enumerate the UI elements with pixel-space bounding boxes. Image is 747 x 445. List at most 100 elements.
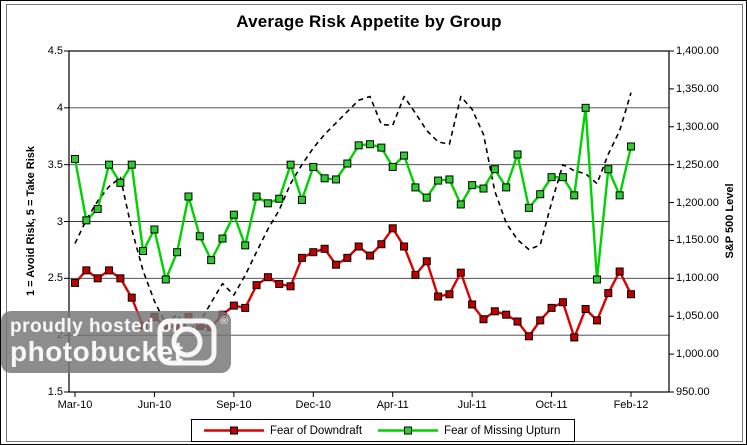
data-point-marker (320, 174, 329, 183)
right-axis-tick-label: 1,350.00 (676, 82, 719, 95)
data-point-marker (297, 253, 306, 262)
data-point-marker (615, 267, 624, 276)
right-axis-tick-label: 1,200.00 (676, 196, 719, 209)
data-point-marker (456, 268, 465, 277)
x-axis-tick-label: Oct-11 (535, 399, 568, 411)
left-axis-tick-label: 3 (56, 215, 63, 228)
left-axis-tick-label: 2.5 (47, 272, 63, 285)
data-point-marker (513, 317, 522, 326)
data-point-marker (502, 310, 511, 319)
data-point-marker (320, 244, 329, 253)
data-point-marker (195, 232, 204, 241)
x-axis-tick-label: Jul-11 (457, 399, 487, 411)
data-point-marker (422, 257, 431, 266)
data-point-marker (490, 165, 499, 174)
data-point-marker (150, 225, 159, 234)
left-axis-tick-label: 4.5 (47, 45, 63, 57)
data-point-marker (411, 270, 420, 279)
data-point-marker (479, 184, 488, 193)
legend-key-icon (378, 426, 439, 435)
data-point-marker (388, 224, 397, 233)
data-point-marker (218, 234, 227, 243)
right-axis-tick-label: 1,000.00 (676, 348, 719, 361)
data-point-marker (604, 165, 613, 174)
left-axis-tick-label: 4 (56, 101, 63, 114)
right-axis-tick-label: 1,050.00 (676, 310, 719, 323)
data-point-marker (229, 301, 238, 310)
data-point-marker (286, 282, 295, 291)
data-point-marker (411, 183, 420, 192)
data-point-marker (275, 194, 284, 203)
data-point-marker (479, 315, 488, 324)
data-point-marker (422, 193, 431, 202)
data-point-marker (275, 280, 284, 289)
data-point-marker (388, 162, 397, 171)
right-axis-tick-label: 1,300.00 (676, 120, 719, 133)
x-axis-tick-label: Sep-10 (216, 399, 252, 411)
watermark-text: proudly hosted on (10, 316, 185, 337)
legend-entry: Fear of Missing Upturn (378, 425, 560, 437)
data-point-marker (127, 293, 136, 302)
left-axis-tick-label: 1.5 (47, 386, 63, 398)
data-point-marker (366, 140, 375, 149)
data-point-marker (331, 175, 340, 184)
data-point-marker (207, 256, 216, 265)
data-point-marker (400, 242, 409, 251)
data-point-marker (354, 242, 363, 251)
data-point-marker (343, 253, 352, 262)
legend-label: Fear of Downdraft (270, 424, 363, 437)
data-point-marker (592, 275, 601, 284)
data-point-marker (570, 191, 579, 200)
x-axis-tick-label: Dec-10 (295, 399, 332, 411)
data-point-marker (456, 200, 465, 209)
data-point-marker (309, 248, 318, 257)
data-point-marker (116, 274, 125, 283)
data-point-marker (627, 290, 635, 299)
data-point-marker (116, 178, 125, 187)
data-point-marker (252, 192, 261, 201)
data-point-marker (502, 183, 511, 192)
data-point-marker (490, 307, 499, 316)
data-point-marker (400, 151, 409, 160)
x-axis-tick-label: Jun-10 (137, 399, 172, 411)
data-point-marker (513, 150, 522, 159)
data-point-marker (82, 266, 91, 275)
data-point-marker (570, 333, 579, 342)
data-point-marker (524, 332, 533, 341)
data-point-marker (252, 281, 261, 290)
data-point-marker (524, 203, 533, 212)
data-point-marker (309, 162, 318, 171)
legend-label: Fear of Missing Upturn (444, 424, 561, 437)
data-point-marker (536, 190, 545, 199)
chart-title: Average Risk Appetite by Group (236, 12, 502, 31)
right-axis-tick-label: 1,100.00 (676, 272, 719, 285)
data-point-marker (581, 305, 590, 314)
data-point-marker (377, 240, 386, 249)
data-point-marker (558, 173, 567, 182)
data-point-marker (229, 210, 238, 219)
data-point-marker (592, 316, 601, 325)
right-axis-tick-label: 1,400.00 (676, 45, 719, 57)
data-point-marker (297, 195, 306, 204)
data-point-marker (105, 160, 114, 169)
legend: Fear of Downdraft Fear of Missing Upturn (191, 419, 576, 442)
photobucket-watermark: proudly hosted on photobucket ® (1, 311, 231, 373)
data-point-marker (241, 241, 250, 250)
data-point-marker (173, 248, 182, 257)
data-point-marker (366, 251, 375, 260)
data-point-marker (627, 142, 635, 151)
series-line-s-p-500 (74, 92, 632, 331)
data-point-marker (468, 181, 477, 190)
data-point-marker (82, 216, 91, 225)
data-point-marker (343, 159, 352, 168)
data-point-marker (184, 192, 193, 201)
x-axis-tick-label: Feb-12 (613, 399, 649, 411)
data-point-marker (434, 176, 443, 185)
registered-mark-icon: ® (220, 315, 229, 327)
x-axis-tick-label: Mar-10 (57, 399, 93, 411)
data-point-marker (581, 103, 590, 112)
data-point-marker (241, 303, 250, 312)
right-axis-tick-label: 950.00 (676, 386, 710, 398)
camera-icon (157, 318, 217, 366)
data-point-marker (71, 154, 79, 163)
